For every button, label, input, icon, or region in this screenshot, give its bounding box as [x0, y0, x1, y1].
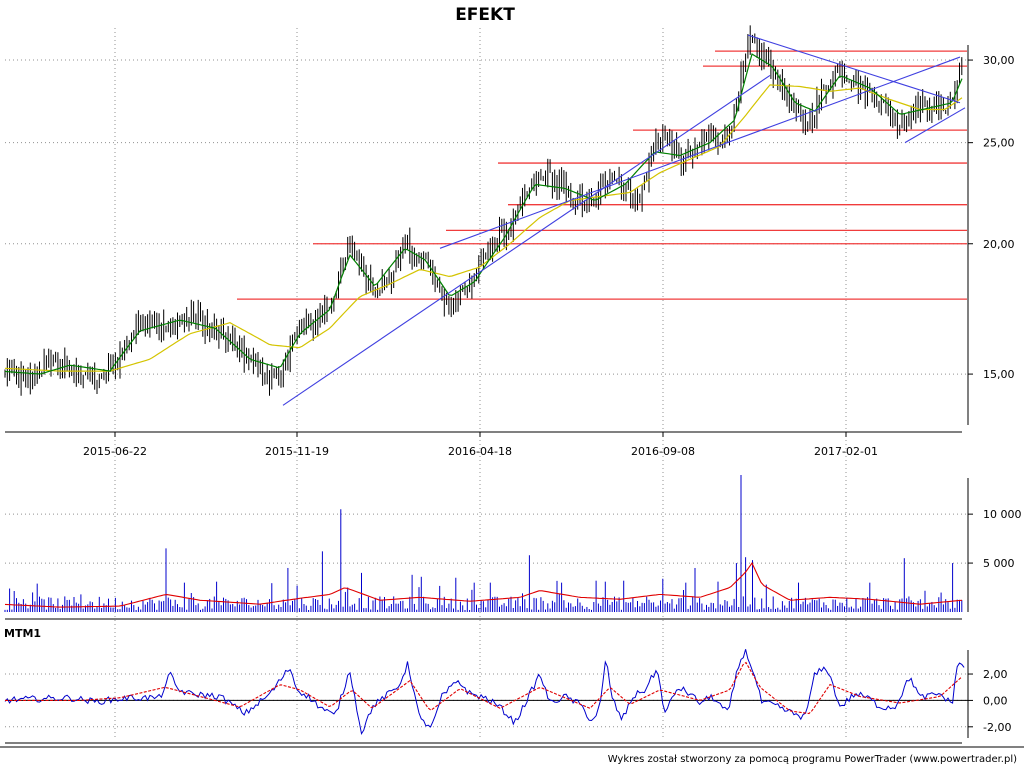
trend-channel-line [747, 34, 961, 104]
x-tick-label: 2016-04-18 [448, 445, 512, 458]
y-tick-label: 30,00 [983, 54, 1015, 67]
mtm-title: MTM1 [4, 627, 41, 640]
mtm-panel [4, 649, 969, 744]
y-tick-label: 10 000 [983, 508, 1022, 521]
y-tick-label: 0,00 [983, 694, 1008, 707]
mtm-signal-line [5, 661, 963, 715]
trend-channel-line [439, 56, 961, 249]
trend-channel-line [904, 107, 966, 144]
trend-channel-line [282, 74, 771, 406]
x-tick-label: 2015-11-19 [265, 445, 329, 458]
y-tick-label: -2,00 [983, 721, 1011, 734]
x-tick-label: 2016-09-08 [631, 445, 695, 458]
moving-average-long [4, 84, 963, 372]
volume-panel [4, 475, 969, 620]
x-tick-label: 2017-02-01 [814, 445, 878, 458]
y-tick-label: 20,00 [983, 238, 1015, 251]
x-tick-label: 2015-06-22 [83, 445, 147, 458]
grid-lines: 2015-06-22 2015-11-19 2016-04-18 2016-09-08… [0, 28, 1024, 748]
y-tick-label: 5 000 [983, 557, 1015, 570]
moving-average-short [4, 53, 963, 375]
volume-moving-average [4, 562, 963, 608]
y-tick-label: 15,00 [983, 368, 1015, 381]
chart-title: EFEKT [455, 5, 515, 25]
price-panel [4, 25, 969, 437]
y-tick-label: 25,00 [983, 137, 1015, 150]
footer-credit: Wykres został stworzony za pomocą progra… [608, 754, 1017, 765]
y-tick-label: 2,00 [983, 668, 1008, 681]
mtm-line [4, 649, 965, 736]
